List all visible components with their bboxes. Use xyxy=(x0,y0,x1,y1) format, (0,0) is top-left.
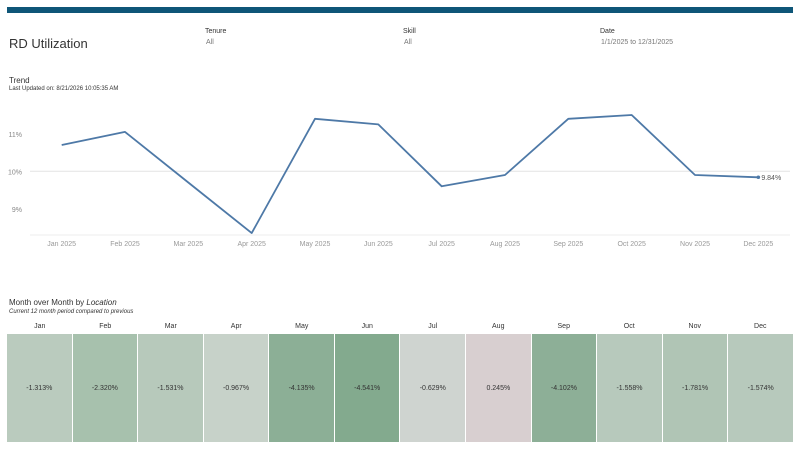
month-header-feb: Feb xyxy=(99,323,112,330)
month-header-row: Jan Feb Mar Apr May Jun Jul Aug Sep Oct Nov Dec xyxy=(7,322,793,334)
heatmap-cell-oct[interactable]: -1.558% xyxy=(597,334,663,442)
x-tick-label: Jul 2025 xyxy=(428,241,455,248)
filter-date-label: Date xyxy=(600,28,615,35)
heatmap-cell-feb[interactable]: -2.320% xyxy=(72,334,139,442)
page-title: RD Utilization xyxy=(9,36,88,51)
y-tick-label: 10% xyxy=(8,169,22,176)
x-tick-label: Dec 2025 xyxy=(743,241,773,248)
heatmap-cell-jan[interactable]: -1.313% xyxy=(7,334,73,442)
heatmap-cell-nov[interactable]: -1.781% xyxy=(662,334,729,442)
x-tick-label: Jan 2025 xyxy=(47,241,76,248)
y-tick-label: 11% xyxy=(9,132,23,139)
heatmap-cell-apr[interactable]: -0.967% xyxy=(203,334,270,442)
filter-skill-label: Skill xyxy=(403,28,416,35)
filter-date[interactable]: Date 1/1/2025 to 12/31/2025 xyxy=(600,28,673,46)
month-header-jun: Jun xyxy=(361,323,373,330)
trend-end-label: 9.84% xyxy=(761,175,781,182)
heatmap-cell-jul[interactable]: -0.629% xyxy=(400,334,467,442)
trend-end-point[interactable] xyxy=(756,175,761,180)
x-tick-label: Feb 2025 xyxy=(110,241,140,248)
x-tick-label: Jun 2025 xyxy=(364,241,393,248)
trend-title: Trend xyxy=(9,76,30,85)
month-over-month-title-prefix: Month over Month by xyxy=(9,298,85,307)
month-header-jan: Jan xyxy=(34,323,46,330)
x-tick-label: May 2025 xyxy=(300,241,331,248)
heatmap-cell-sep[interactable]: -4.102% xyxy=(531,334,598,442)
filter-date-value[interactable]: 1/1/2025 to 12/31/2025 xyxy=(601,39,674,46)
month-header-apr: Apr xyxy=(230,323,242,330)
x-tick-label: Aug 2025 xyxy=(490,241,520,248)
filter-tenure-label: Tenure xyxy=(205,28,227,35)
heatmap-cell-jun[interactable]: -4.541% xyxy=(334,334,401,442)
top-accent-bar xyxy=(7,7,793,13)
month-header-aug: Aug xyxy=(492,323,505,330)
filter-skill[interactable]: Skill All xyxy=(403,28,416,46)
x-tick-label: Nov 2025 xyxy=(680,241,710,248)
heatmap-cell-mar[interactable]: -1.531% xyxy=(138,334,204,442)
filter-skill-value[interactable]: All xyxy=(404,39,412,46)
month-header-sep: Sep xyxy=(557,323,570,330)
month-header-mar: Mar xyxy=(164,323,177,330)
heatmap-cell-may[interactable]: -4.135% xyxy=(269,334,335,442)
month-header-jul: Jul xyxy=(428,323,438,330)
x-tick-label: Mar 2025 xyxy=(174,241,204,248)
y-tick-label: 9% xyxy=(12,207,22,214)
month-heatmap-row: -1.313% -2.320% -1.531% -0.967% -4.135% -4.54… xyxy=(7,334,793,442)
filter-tenure-value[interactable]: All xyxy=(206,39,214,46)
trend-line-chart[interactable]: 9% 10% 11% Jan 2025 Feb 2025 Mar 2025 Apr 2025… xyxy=(0,100,800,255)
filter-tenure[interactable]: Tenure All xyxy=(205,28,226,46)
x-tick-label: Apr 2025 xyxy=(237,241,266,248)
last-updated-text: Last Updated on: 8/21/2026 10:05:35 AM xyxy=(9,86,119,92)
heatmap-cell-dec[interactable]: -1.574% xyxy=(728,334,793,442)
month-header-nov: Nov xyxy=(688,323,701,330)
month-header-oct: Oct xyxy=(623,323,635,330)
heatmap-cell-aug[interactable]: 0.245% xyxy=(466,334,532,442)
x-tick-label: Sep 2025 xyxy=(553,241,583,248)
month-over-month-subtitle: Current 12 month period compared to prev… xyxy=(9,309,134,315)
month-header-may: May xyxy=(295,323,309,330)
x-tick-label: Oct 2025 xyxy=(617,241,646,248)
trend-series-line[interactable] xyxy=(61,114,759,235)
month-over-month-title: Month over Month by Location xyxy=(9,298,117,307)
month-over-month-title-field: Location xyxy=(86,298,117,307)
month-header-dec: Dec xyxy=(754,323,767,330)
